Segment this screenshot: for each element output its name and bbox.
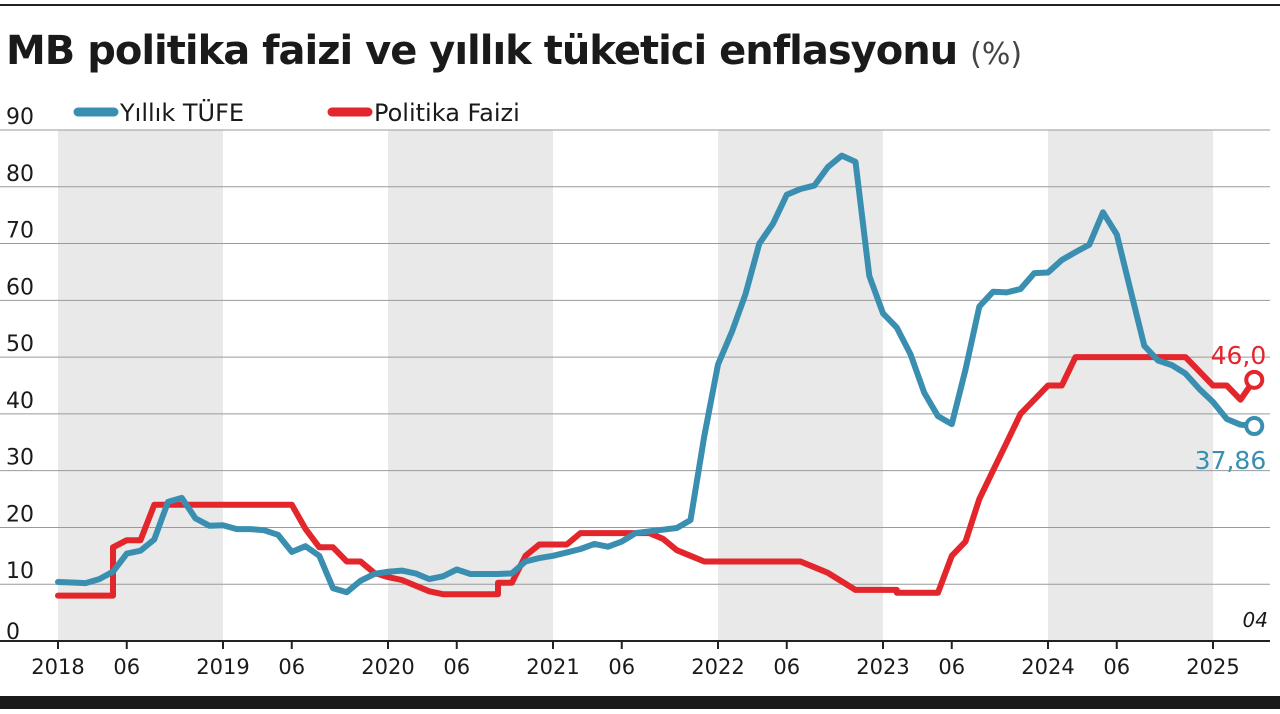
y-tick-label: 90	[6, 105, 34, 130]
x-tick-label: 06	[443, 655, 470, 679]
x-tick-label: 06	[1103, 655, 1130, 679]
y-tick-label: 60	[6, 275, 34, 300]
chart-title-text: MB politika faizi ve yıllık tüketici enf…	[6, 28, 958, 74]
y-tick-label: 50	[6, 332, 34, 357]
last-month-note: 04	[1243, 608, 1268, 632]
series-line-faiz	[55, 354, 1258, 599]
x-tick-label: 2018	[31, 655, 84, 679]
y-tick-label: 20	[6, 502, 34, 527]
x-tick-label: 2021	[526, 655, 579, 679]
legend-label-tufe: Yıllık TÜFE	[119, 98, 244, 127]
end-marker-faiz	[1244, 369, 1265, 390]
chart-title-unit: (%)	[970, 37, 1023, 72]
x-tick-label: 2024	[1021, 655, 1074, 679]
x-tick-label: 06	[938, 655, 965, 679]
x-tick-label: 06	[113, 655, 140, 679]
x-tick-label: 2022	[691, 655, 744, 679]
year-band-2024	[1048, 130, 1213, 641]
chart-title: MB politika faizi ve yıllık tüketici enf…	[6, 28, 1022, 74]
x-tick-label: 2023	[856, 655, 909, 679]
year-band-2018	[58, 130, 223, 641]
x-tick-label: 06	[773, 655, 800, 679]
end-marker-tufe	[1244, 416, 1265, 437]
y-tick-label: 70	[6, 219, 34, 244]
x-tick-label: 2020	[361, 655, 414, 679]
bottom-bar	[0, 696, 1280, 709]
top-rule	[0, 4, 1280, 6]
y-tick-label: 40	[6, 389, 34, 414]
legend-label-faiz: Politika Faizi	[374, 99, 520, 127]
x-tick-label: 06	[278, 655, 305, 679]
year-band-2020	[388, 130, 553, 641]
x-tick-label: 2019	[196, 655, 249, 679]
y-tick-label: 10	[6, 559, 34, 584]
x-tick-label: 06	[608, 655, 635, 679]
y-tick-label: 80	[6, 162, 34, 187]
end-value-label-tufe: 37,86	[1195, 446, 1267, 475]
x-tick-label: 2025	[1186, 655, 1239, 679]
end-value-label-faiz: 46,0	[1211, 341, 1267, 370]
y-tick-label: 30	[6, 446, 34, 471]
y-tick-label: 0	[6, 620, 20, 645]
year-band-2022	[718, 130, 883, 641]
series-line-tufe	[55, 152, 1258, 596]
